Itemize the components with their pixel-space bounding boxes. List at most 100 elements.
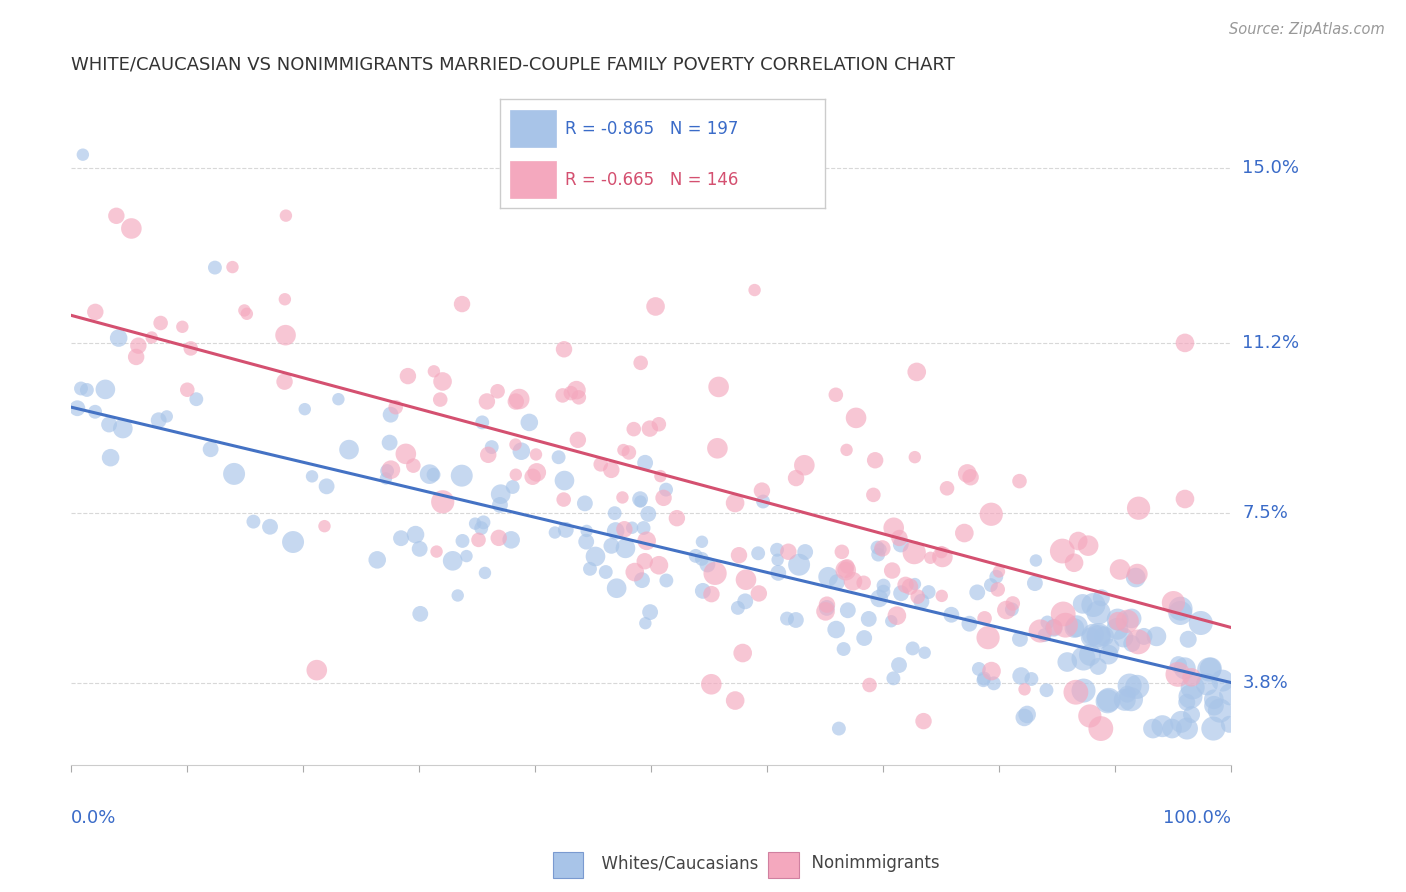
Point xyxy=(941,607,963,622)
Point xyxy=(931,589,953,603)
Text: 100.0%: 100.0% xyxy=(1163,809,1232,828)
Point xyxy=(623,422,645,436)
Point xyxy=(98,417,121,432)
Point xyxy=(889,531,911,545)
Point xyxy=(1064,685,1087,699)
Point xyxy=(585,549,607,564)
Point xyxy=(294,402,316,417)
Point xyxy=(242,515,264,529)
Point xyxy=(1024,576,1046,591)
Point xyxy=(274,328,297,343)
Point xyxy=(700,677,723,691)
Point xyxy=(1008,474,1031,488)
Point xyxy=(84,305,107,319)
Point xyxy=(600,539,623,553)
Point xyxy=(977,631,1000,645)
Point xyxy=(834,563,856,577)
Point xyxy=(785,471,807,485)
Point xyxy=(505,394,527,409)
Point xyxy=(766,553,789,567)
Point xyxy=(648,558,671,573)
Point xyxy=(1099,640,1122,655)
Point xyxy=(1163,596,1185,610)
Point xyxy=(1054,618,1077,632)
Point xyxy=(825,623,848,637)
Point xyxy=(1121,636,1143,650)
Point xyxy=(1090,591,1112,605)
Point xyxy=(1112,631,1135,645)
Point xyxy=(980,578,1002,592)
Point xyxy=(638,605,661,619)
Point xyxy=(402,458,425,473)
Point xyxy=(405,527,427,541)
Point xyxy=(84,405,107,419)
Point xyxy=(872,584,894,599)
Point xyxy=(1077,539,1099,553)
Point xyxy=(274,292,297,306)
Point xyxy=(470,521,492,535)
Point xyxy=(1128,501,1150,516)
Point xyxy=(72,147,94,161)
Point xyxy=(1097,648,1119,662)
Point xyxy=(1081,628,1104,642)
Point xyxy=(1107,622,1129,636)
Point xyxy=(1067,534,1090,549)
Point xyxy=(105,209,128,223)
Point xyxy=(630,494,652,508)
Point xyxy=(853,631,876,645)
Point xyxy=(524,447,547,461)
Point xyxy=(1078,709,1101,723)
Point xyxy=(817,570,839,584)
Point xyxy=(1180,707,1202,722)
Point xyxy=(551,388,574,402)
Point xyxy=(931,549,953,564)
Point xyxy=(832,642,855,657)
Point xyxy=(1097,694,1119,708)
Point xyxy=(692,583,714,598)
Point xyxy=(1017,707,1039,722)
Point xyxy=(1133,629,1156,643)
Point xyxy=(862,488,884,502)
Point xyxy=(274,209,297,223)
Point xyxy=(1087,606,1109,620)
Point xyxy=(1125,570,1147,584)
Point xyxy=(638,421,661,435)
Point xyxy=(828,722,851,736)
Point xyxy=(882,671,904,685)
Point xyxy=(966,585,988,599)
Text: Whites/Caucasians: Whites/Caucasians xyxy=(591,855,758,872)
Point xyxy=(1142,722,1164,736)
Point xyxy=(1199,661,1222,675)
Point xyxy=(868,548,890,562)
Point xyxy=(731,646,754,660)
Point xyxy=(1114,693,1136,707)
Text: 3.8%: 3.8% xyxy=(1243,673,1288,691)
Point xyxy=(156,409,179,424)
Point xyxy=(882,564,904,578)
Text: 7.5%: 7.5% xyxy=(1243,504,1288,522)
Point xyxy=(1001,602,1024,616)
Point xyxy=(1043,621,1066,635)
Point xyxy=(1167,657,1189,672)
Point xyxy=(1202,692,1225,706)
Point xyxy=(614,541,637,556)
Point xyxy=(987,565,1010,579)
Point xyxy=(472,516,495,530)
Point xyxy=(835,442,858,457)
Point xyxy=(655,574,678,588)
Point xyxy=(845,410,868,425)
Point xyxy=(425,544,447,558)
Point xyxy=(869,542,891,557)
Point xyxy=(912,714,935,728)
Point xyxy=(644,300,666,314)
Point xyxy=(489,487,512,501)
Point xyxy=(728,548,751,562)
Point xyxy=(814,604,837,618)
Point xyxy=(259,520,281,534)
Point xyxy=(920,550,942,565)
Point xyxy=(127,339,149,353)
Point xyxy=(1175,722,1198,736)
Point xyxy=(690,552,713,566)
Point xyxy=(1071,597,1094,611)
Point xyxy=(273,375,295,389)
